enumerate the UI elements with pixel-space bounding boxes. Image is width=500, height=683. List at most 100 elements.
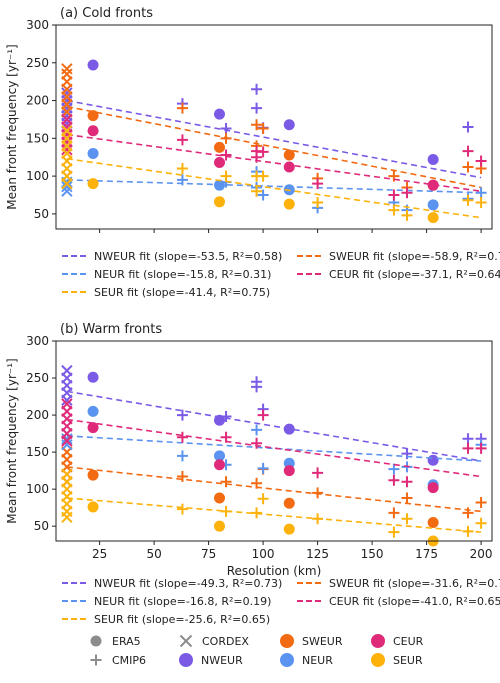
era5-point <box>283 423 295 435</box>
cordex-point <box>61 511 73 524</box>
legend-era5-marker <box>90 635 102 647</box>
legend-entry-sweur: SWEUR fit (slope=-58.9, R²=0.75) <box>297 250 500 263</box>
legend-label: SWEUR fit (slope=-58.9, R²=0.75) <box>329 250 500 263</box>
x-tick-label: 75 <box>201 547 216 561</box>
era5-point <box>427 454 439 466</box>
legend-region-sweur-marker <box>280 634 294 648</box>
era5-point <box>283 119 295 131</box>
cmip6-point <box>251 381 263 393</box>
cmip6-point <box>176 431 188 443</box>
era5-point <box>87 59 99 71</box>
legend-cmip6-label: CMIP6 <box>112 654 146 667</box>
legend-entry-neur: NEUR fit (slope=-16.8, R²=0.19) <box>62 595 271 608</box>
x-tick-label: 125 <box>306 547 329 561</box>
y-tick-label: 50 <box>34 519 49 533</box>
legend-label: NWEUR fit (slope=-49.3, R²=0.73) <box>94 577 282 590</box>
legend-entry-ceur: CEUR fit (slope=-41.0, R²=0.65) <box>297 595 500 608</box>
era5-point <box>87 501 99 513</box>
cmip6-point <box>388 526 400 538</box>
marker-region-legend: ERA5 CMIP6 CORDEX NWEUR SWEUR NEUR CEUR SEUR <box>90 634 424 667</box>
plot-frame <box>55 340 493 542</box>
series-sweur <box>61 63 487 193</box>
legend-region-nweur-marker <box>179 653 193 667</box>
legend-label: NWEUR fit (slope=-53.5, R²=0.58) <box>94 250 282 263</box>
cmip6-point <box>462 161 474 173</box>
x-tick-label: 150 <box>361 547 384 561</box>
fit-line <box>66 390 482 462</box>
era5-point <box>87 178 99 190</box>
cmip6-point <box>257 146 269 158</box>
cmip6-point <box>462 507 474 519</box>
y-tick-label: 100 <box>26 482 49 496</box>
series-nweur <box>61 364 487 466</box>
panel-title: (a) Cold fronts <box>60 6 153 21</box>
y-axis-label: Mean front frequency [yr⁻¹] <box>5 44 19 209</box>
fit-line <box>66 497 482 533</box>
cmip6-point <box>388 189 400 201</box>
era5-point <box>214 196 225 208</box>
cmip6-point <box>257 123 269 135</box>
cmip6-point <box>388 463 400 475</box>
legend-era5-label: ERA5 <box>112 635 141 648</box>
legend-region-neur-marker <box>280 653 294 667</box>
cordex-point <box>61 63 73 75</box>
legend-region-seur-marker <box>371 653 385 667</box>
x-tick-label: 175 <box>415 547 438 561</box>
series-seur <box>61 468 487 547</box>
y-tick-label: 200 <box>26 408 49 422</box>
era5-point <box>214 450 225 462</box>
cmip6-point <box>312 487 324 499</box>
series-ceur <box>61 113 487 201</box>
cmip6-point <box>251 83 263 95</box>
series-sweur <box>61 446 487 528</box>
legend-entry-ceur: CEUR fit (slope=-37.1, R²=0.64) <box>297 268 500 281</box>
x-tick-label: 100 <box>252 547 275 561</box>
cmip6-point <box>462 194 474 206</box>
cmip6-point <box>251 437 263 449</box>
cmip6-point <box>312 467 324 479</box>
cmip6-point <box>401 492 413 504</box>
x-tick-label: 50 <box>146 547 161 561</box>
legend-entry-nweur: NWEUR fit (slope=-49.3, R²=0.73) <box>62 577 282 590</box>
era5-point <box>214 157 225 169</box>
cordex-point <box>61 435 73 447</box>
cmip6-point <box>401 187 413 199</box>
cmip6-point <box>257 170 269 182</box>
cmip6-point <box>176 503 188 515</box>
era5-point <box>427 212 439 224</box>
cmip6-point <box>475 496 487 508</box>
cmip6-point <box>220 170 232 182</box>
legend-region-ceur-marker <box>371 634 385 648</box>
era5-point <box>283 465 295 477</box>
era5-point <box>427 179 439 191</box>
cmip6-point <box>251 424 263 436</box>
era5-point <box>427 482 439 494</box>
era5-point <box>87 125 99 137</box>
series-neur <box>61 147 487 216</box>
era5-point <box>283 149 295 161</box>
cmip6-point <box>251 102 263 114</box>
cmip6-point <box>251 151 263 163</box>
legend-label: CEUR fit (slope=-41.0, R²=0.65) <box>329 595 500 608</box>
cmip6-point <box>475 517 487 529</box>
y-tick-label: 250 <box>26 371 49 385</box>
legend-label: SWEUR fit (slope=-31.6, R²=0.71) <box>329 577 500 590</box>
y-tick-label: 50 <box>34 207 49 221</box>
era5-point <box>283 161 295 173</box>
y-tick-label: 100 <box>26 169 49 183</box>
era5-point <box>214 179 225 191</box>
cmip6-point <box>220 476 232 488</box>
cmip6-point <box>388 507 400 519</box>
x-tick-label: 25 <box>92 547 107 561</box>
cmip6-point <box>475 187 487 199</box>
fit-line <box>66 133 482 193</box>
legend-region-seur-label: SEUR <box>393 654 423 667</box>
cmip6-point <box>176 174 188 186</box>
fit-line <box>66 418 482 478</box>
cmip6-point <box>462 145 474 157</box>
panel-title: (b) Warm fronts <box>60 322 162 337</box>
y-tick-label: 150 <box>26 445 49 459</box>
fit-line <box>66 466 482 513</box>
cmip6-point <box>176 163 188 175</box>
legend-label: NEUR fit (slope=-15.8, R²=0.31) <box>94 268 271 281</box>
